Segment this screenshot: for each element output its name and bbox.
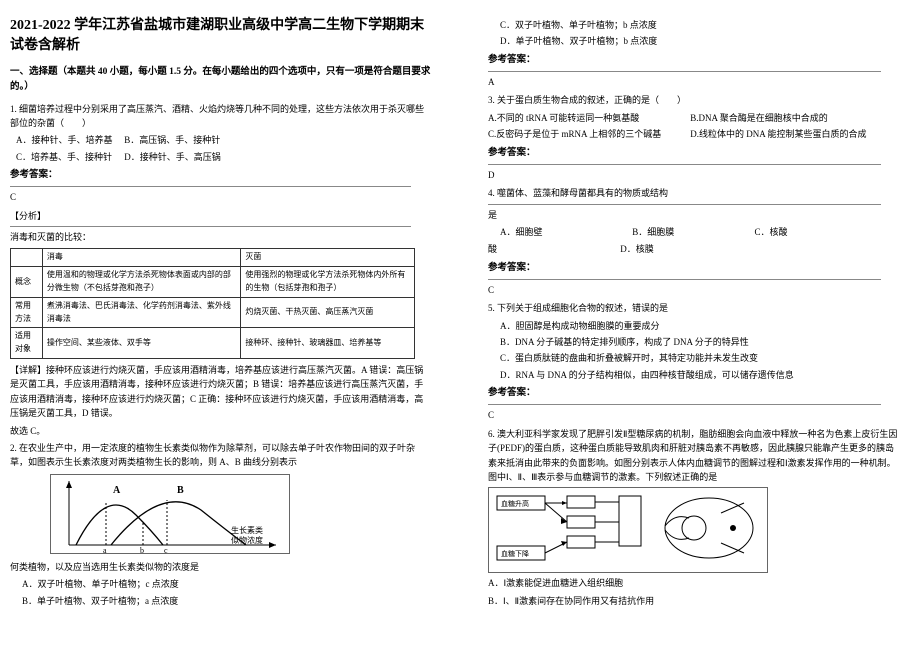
q1-table: 消毒 灭菌 概念 使用温和的物理或化学方法杀死物体表面或内部的部分微生物（不包括…	[10, 248, 415, 359]
q1-select: 故选 C。	[10, 424, 432, 438]
cell-r1c2: 使用温和的物理或化学方法杀死物体表面或内部的部分微生物（不包括芽孢和孢子）	[42, 267, 241, 298]
q3-optA: A.不同的 tRNA 可能转运同一种氨基酸	[488, 111, 688, 125]
q1-opts-row1: A．接种针、手、培养基 B．高压锅、手、接种针	[10, 133, 432, 147]
q6-text: 6. 澳大利亚科学家发现了肥胖引发Ⅱ型糖尿病的机制，脂肪细胞会向血液中释放一种名…	[488, 427, 902, 485]
svg-text:c: c	[164, 546, 168, 555]
q2-optC: C．双子叶植物、单子叶植物；b 点浓度	[500, 18, 902, 32]
svg-text:血糖升高: 血糖升高	[501, 499, 529, 508]
q6-optB: B．Ⅰ、Ⅱ激素间存在协同作用又有拮抗作用	[488, 594, 902, 608]
table-row: 概念 使用温和的物理或化学方法杀死物体表面或内部的部分微生物（不包括芽孢和孢子）…	[11, 267, 415, 298]
labelB: B	[177, 485, 184, 496]
q4-optC: C．核酸	[755, 227, 788, 237]
q2-figure: A B a b c 生长素类 似物浓度	[50, 474, 290, 554]
q2-stem2: 何类植物，以及应当选用生长素类似物的浓度是	[10, 560, 432, 574]
q1-detail: 【详解】接种环应该进行灼烧灭菌，手应该用酒精消毒，培养基应该进行高压蒸汽灭菌。A…	[10, 363, 432, 421]
q4-opts-row2: 酸 D．核膜	[488, 242, 902, 256]
table-row: 消毒 灭菌	[11, 249, 415, 267]
q2-text: 2. 在农业生产中，用一定浓度的植物生长素类似物作为除草剂，可以除去单子叶农作物…	[10, 441, 432, 470]
q3-optB: B.DNA 聚合酶是在细胞核中合成的	[690, 113, 828, 123]
q3-optD: D.线粒体中的 DNA 能控制某些蛋白质的合成	[690, 129, 866, 139]
cell-r2c2: 煮沸消毒法、巴氏消毒法、化学药剂消毒法、紫外线消毒法	[42, 297, 241, 328]
q3-text: 3. 关于蛋白质生物合成的叙述，正确的是（ ）	[488, 93, 902, 107]
q2-optA: A．双子叶植物、单子叶植物；c 点浓度	[22, 577, 432, 591]
svg-text:a: a	[103, 546, 107, 555]
cell-r2c3: 灼烧灭菌、干热灭菌、高压蒸汽灭菌	[241, 297, 415, 328]
q5-optD: D．RNA 与 DNA 的分子结构相似，由四种核苷酸组成，可以储存遗传信息	[500, 368, 902, 382]
q1-optC: C．培养基、手、接种针	[16, 150, 116, 164]
q1-optB: B．高压锅、手、接种针	[124, 133, 224, 147]
svg-text:生长素类: 生长素类	[231, 525, 263, 535]
divider	[10, 226, 411, 227]
q5-optB: B．DNA 分子碱基的特定排列顺序，构成了 DNA 分子的特异性	[500, 335, 902, 349]
divider	[488, 204, 881, 205]
table-row: 适用对象 操作空间、某些液体、双手等 接种环、接种针、玻璃器皿、培养基等	[11, 328, 415, 359]
q3-ans-head: 参考答案：	[488, 146, 902, 161]
cell-r2c1: 常用方法	[11, 297, 43, 328]
q1-optD: D．接种针、手、高压锅	[124, 150, 224, 164]
cell-h1: 消毒	[42, 249, 241, 267]
q1-opts-row2: C．培养基、手、接种针 D．接种针、手、高压锅	[10, 150, 432, 164]
q4-is: 是	[488, 208, 902, 222]
table-row: 常用方法 煮沸消毒法、巴氏消毒法、化学药剂消毒法、紫外线消毒法 灼烧灭菌、干热灭…	[11, 297, 415, 328]
cell-r1c3: 使用强烈的物理或化学方法杀死物体内外所有的生物（包括芽孢和孢子）	[241, 267, 415, 298]
q6-svg: 血糖升高 血糖下降	[489, 488, 769, 574]
labelA: A	[113, 485, 121, 496]
cell-r3c1: 适用对象	[11, 328, 43, 359]
divider	[488, 279, 881, 280]
q4-optB: B．细胞膜	[632, 225, 752, 239]
q3-opts-row1: A.不同的 tRNA 可能转运同一种氨基酸 B.DNA 聚合酶是在细胞核中合成的	[488, 111, 902, 125]
q2-optD: D．单子叶植物、双子叶植物；b 点浓度	[500, 34, 902, 48]
q5-ans: C	[488, 408, 902, 422]
q2-ans: A	[488, 75, 902, 89]
cell-r3c3: 接种环、接种针、玻璃器皿、培养基等	[241, 328, 415, 359]
right-column: C．双子叶植物、单子叶植物；b 点浓度 D．单子叶植物、双子叶植物；b 点浓度 …	[460, 0, 920, 651]
divider	[488, 164, 881, 165]
section1-head: 一、选择题（本题共 40 小题，每小题 1.5 分。在每小题给出的四个选项中，只…	[10, 65, 432, 95]
cell-r3c2: 操作空间、某些液体、双手等	[42, 328, 241, 359]
divider	[488, 71, 881, 72]
q5-text: 5. 下列关于组成细胞化合物的叙述，错误的是	[488, 301, 902, 315]
svg-text:似物浓度: 似物浓度	[231, 535, 263, 545]
q4-ans: C	[488, 283, 902, 297]
q2-optB: B．单子叶植物、双子叶植物；a 点浓度	[22, 594, 432, 608]
cell-blank	[11, 249, 43, 267]
q4-opts-row1: A．细胞壁 B．细胞膜 C．核酸	[500, 225, 902, 239]
q5-ans-head: 参考答案：	[488, 386, 902, 401]
q3-ans: D	[488, 168, 902, 182]
q6-optA: A．Ⅰ激素能促进血糖进入组织细胞	[488, 576, 902, 590]
q1-ans-head: 参考答案：	[10, 168, 432, 183]
q1-analysis-label: 【分析】	[10, 209, 432, 223]
q6-figure: 血糖升高 血糖下降	[488, 487, 768, 573]
q2-svg: A B a b c 生长素类 似物浓度	[51, 475, 291, 555]
divider	[488, 404, 881, 405]
svg-text:血糖下降: 血糖下降	[501, 549, 529, 558]
q1-analysis1: 消毒和灭菌的比较：	[10, 230, 432, 244]
cell-h2: 灭菌	[241, 249, 415, 267]
q4-optD: D．核膜	[620, 244, 654, 254]
cell-r1c1: 概念	[11, 267, 43, 298]
left-column: 2021-2022 学年江苏省盐城市建湖职业高级中学高二生物下学期期末试卷含解析…	[0, 0, 460, 651]
q3-opts-row2: C.反密码子是位于 mRNA 上相邻的三个碱基 D.线粒体中的 DNA 能控制某…	[488, 127, 902, 141]
divider	[10, 186, 411, 187]
q4-ans-head: 参考答案：	[488, 261, 902, 276]
q1-ans: C	[10, 190, 432, 204]
q4-optA: A．细胞壁	[500, 225, 630, 239]
q1-optA: A．接种针、手、培养基	[16, 133, 116, 147]
q5-optC: C．蛋白质肽链的盘曲和折叠被解开时，其特定功能并未发生改变	[500, 351, 902, 365]
q4-text: 4. 噬菌体、蓝藻和酵母菌都具有的物质或结构	[488, 186, 902, 200]
q5-optA: A．胆固醇是构成动物细胞膜的重要成分	[500, 319, 902, 333]
svg-text:b: b	[140, 546, 144, 555]
q3-optC: C.反密码子是位于 mRNA 上相邻的三个碱基	[488, 127, 688, 141]
doc-title: 2021-2022 学年江苏省盐城市建湖职业高级中学高二生物下学期期末试卷含解析	[10, 16, 432, 55]
q2-ans-head: 参考答案：	[488, 53, 902, 68]
q1-text: 1. 细菌培养过程中分别采用了高压蒸汽、酒精、火焰灼烧等几种不同的处理，这些方法…	[10, 102, 432, 131]
